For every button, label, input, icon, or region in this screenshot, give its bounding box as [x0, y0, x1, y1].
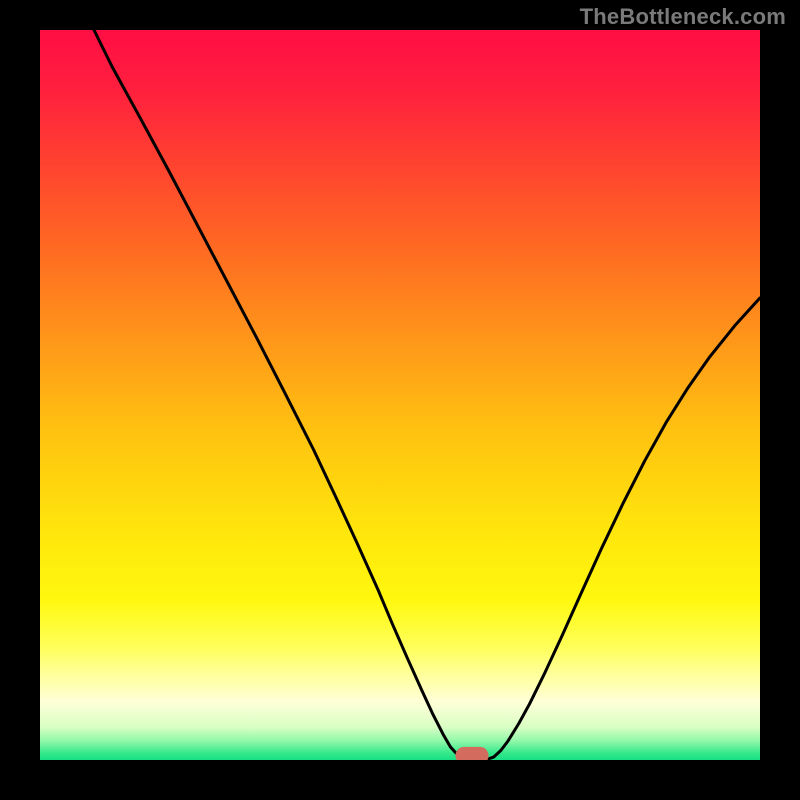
bottleneck-curve-chart	[40, 30, 760, 760]
plot-background	[40, 30, 760, 760]
optimal-marker	[455, 747, 488, 760]
watermark-text: TheBottleneck.com	[580, 4, 786, 30]
chart-stage: TheBottleneck.com	[0, 0, 800, 800]
